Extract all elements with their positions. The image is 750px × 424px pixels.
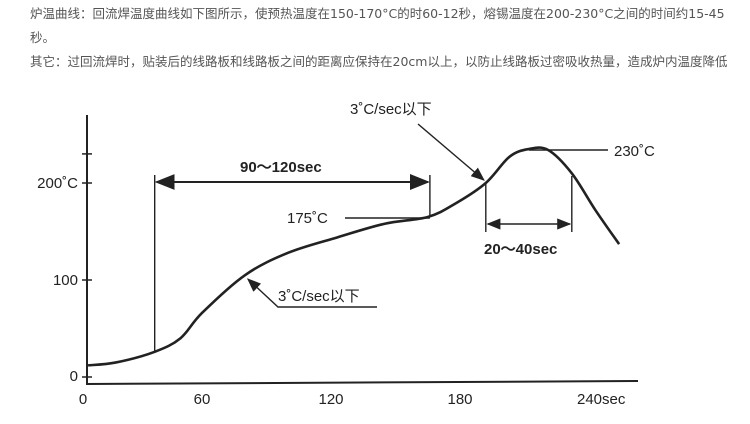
annotation-ramp-lower-label: 3˚C/sec以下 (278, 288, 360, 305)
ramp-lower-arrow (246, 278, 377, 308)
x-tick-label: 0 (79, 391, 87, 408)
annotation-reflow-span-label: 20～40sec (484, 241, 557, 258)
paragraph-other-notes: 其它：过回流焊时，贴装后的线路板和线路板之间的距离应保持在20cm以上，以防止线… (30, 54, 728, 69)
x-tick-label: 180 (447, 391, 472, 408)
annotation-peak-temp-label: 230˚C (614, 143, 655, 160)
x-tick-label: 240sec (577, 391, 626, 408)
ramp-upper-arrow (417, 123, 485, 181)
x-axis (85, 380, 639, 385)
y-tick-label: 200˚C (37, 175, 78, 192)
y-tick-label: 100 (53, 272, 78, 289)
x-tick-label: 60 (194, 391, 211, 408)
paragraph-reflow-profile: 炉温曲线：回流焊温度曲线如下图所示，使预热温度在150-170°C的时60-12… (30, 6, 725, 45)
y-tick-label: 0 (70, 368, 78, 385)
annotation-ramp-upper-label: 3˚C/sec以下 (350, 101, 432, 118)
x-tick-label: 120 (318, 391, 343, 408)
annotation-preheat-temp-label: 175˚C (287, 210, 328, 227)
annotation-preheat-span-label: 90～120sec (240, 159, 322, 176)
temperature-curve (87, 146, 621, 367)
